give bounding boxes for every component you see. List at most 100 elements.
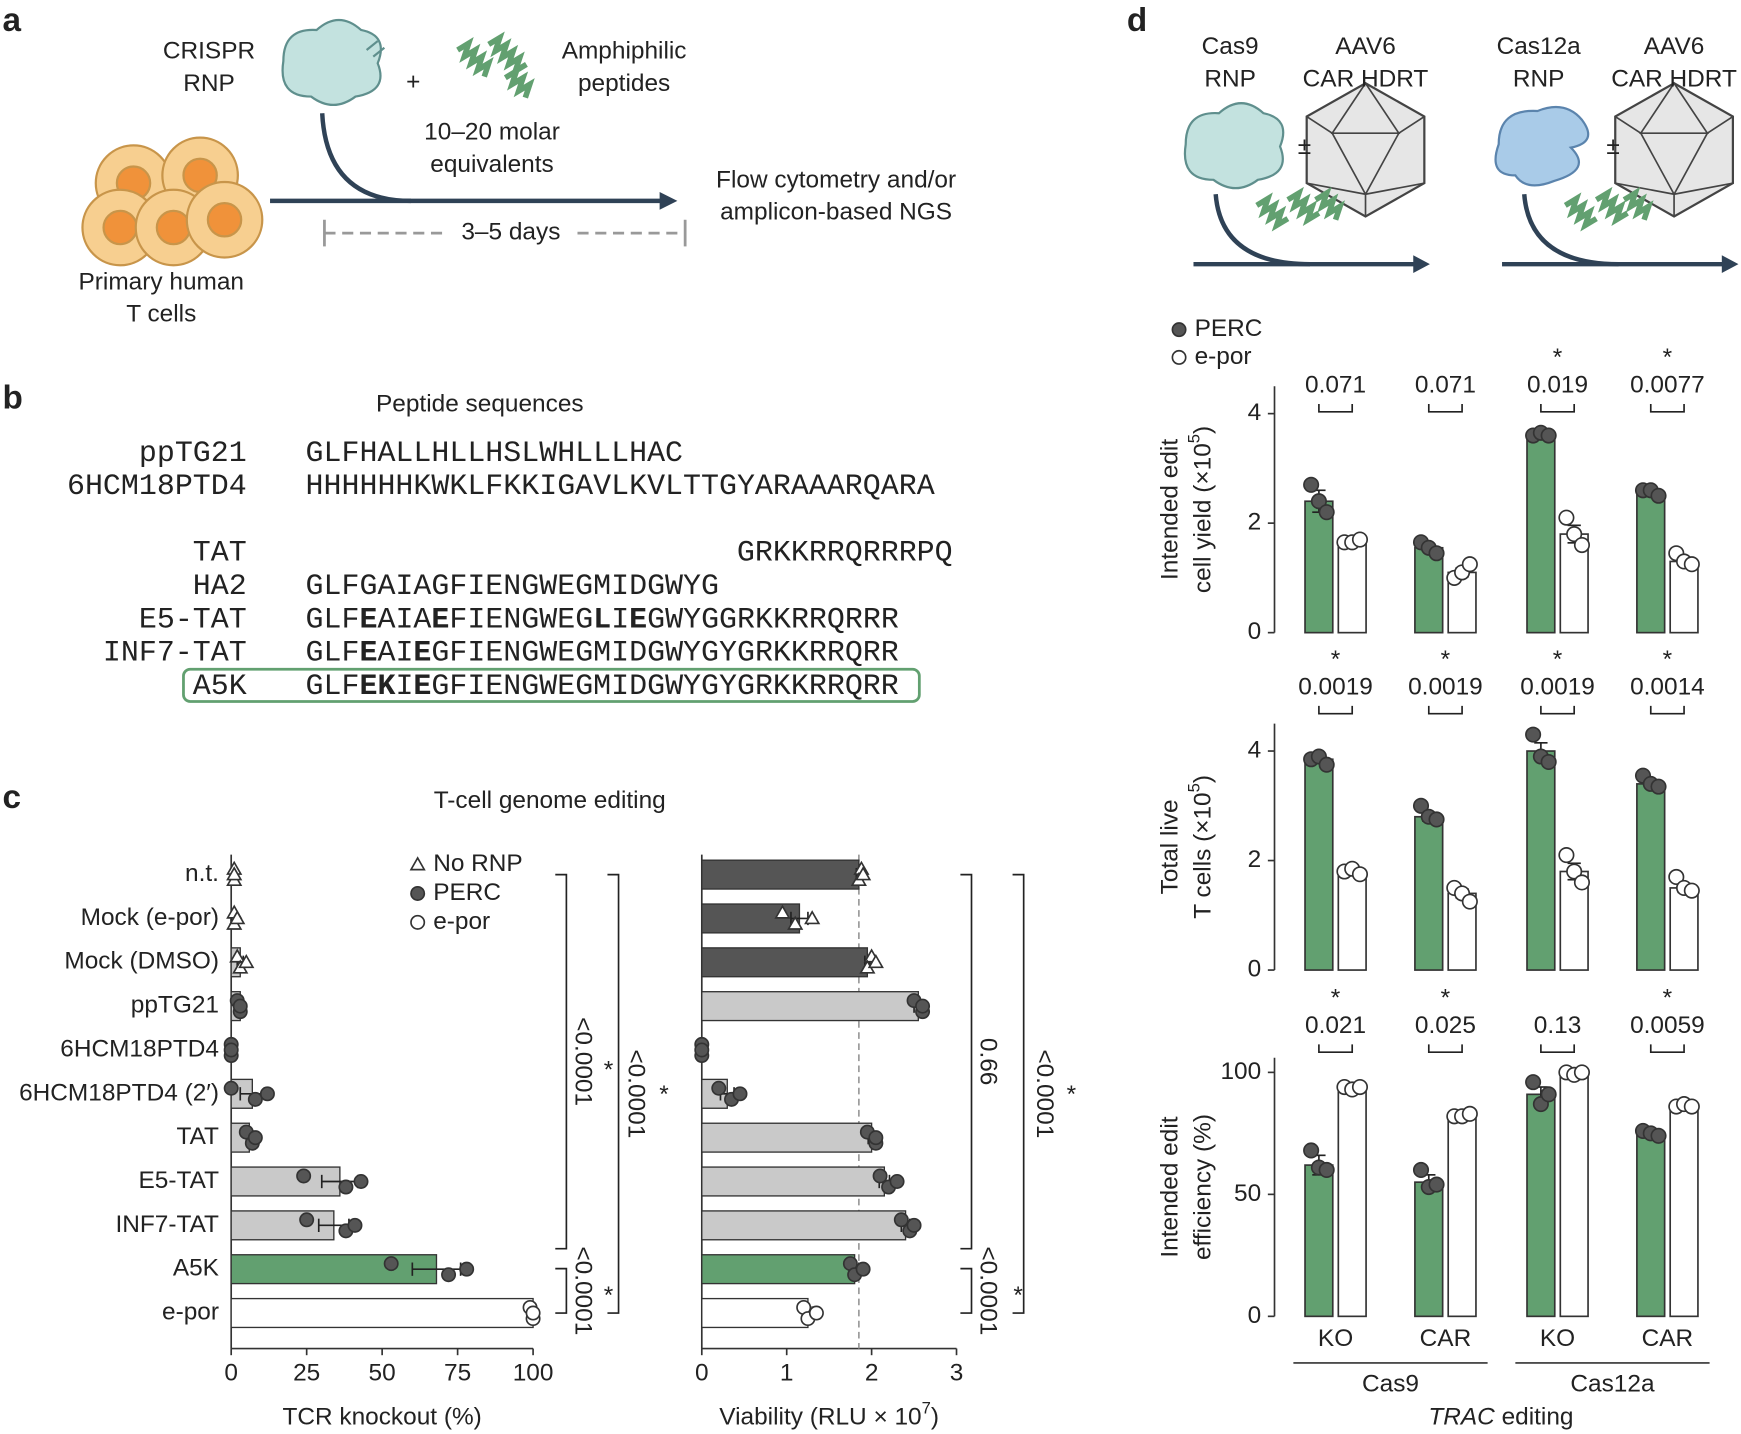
x-axis-label-part: editing <box>1495 1404 1574 1431</box>
data-point <box>1318 504 1335 521</box>
data-point <box>1558 509 1575 526</box>
workflow-arrow <box>270 113 687 247</box>
donor-label: AAV6 <box>1644 33 1705 60</box>
x-axis-label: TCR knockout (%) <box>282 1404 481 1431</box>
category-label: Mock (DMSO) <box>64 948 219 975</box>
significance-bracket <box>1012 873 1025 1314</box>
duration-label: 3–5 days <box>461 219 560 246</box>
bar <box>1304 1164 1334 1318</box>
peptide-sequence: HHHHHHKWKLFKKIGAVLKVLTTGYARAAARQARA <box>306 469 935 503</box>
sequence-segment: GLFGAIAGFIENGWEGMIDGWYG <box>306 569 719 603</box>
bar <box>1526 434 1556 634</box>
y-axis-label-part: ) <box>1190 775 1217 783</box>
bar <box>1526 1093 1556 1318</box>
sequence-segment: GLF <box>306 669 360 703</box>
p-value: 0.019 <box>1527 372 1588 399</box>
data-point <box>259 1086 275 1102</box>
data-point <box>347 1217 363 1233</box>
plus-minus: ± <box>1298 133 1311 160</box>
data-point <box>906 1217 922 1233</box>
highlight-box <box>182 667 921 703</box>
data-point <box>1351 866 1369 883</box>
data-point <box>229 910 246 925</box>
bar <box>1414 815 1444 971</box>
data-point <box>1318 756 1335 773</box>
category-label: E5-TAT <box>139 1167 220 1194</box>
p-value: 0.0019 <box>1298 674 1373 701</box>
equivalents-label: 10–20 molar <box>424 119 560 146</box>
p-value: 0.0019 <box>1408 674 1483 701</box>
rnp-label: RNP <box>1513 65 1565 92</box>
rnp-icon <box>281 18 386 106</box>
data-point <box>247 1130 263 1146</box>
peptide-icon <box>456 31 535 99</box>
peptide-label: Amphiphilic <box>562 38 687 65</box>
y-tick-label: 100 <box>1220 1058 1261 1085</box>
significance-star: * <box>1663 646 1673 673</box>
significance-bracket <box>1427 705 1463 715</box>
readout-label: Flow cytometry and/or <box>716 166 956 193</box>
bar <box>1669 887 1699 971</box>
significance-star: * <box>604 1282 614 1309</box>
data-point <box>868 1130 884 1146</box>
significance-bracket <box>607 873 620 1314</box>
sequence-segment: GFIENGWEGMIDGWYGYGRKKRRQRR <box>431 669 898 703</box>
panel-label: d <box>1127 2 1147 39</box>
sequence-segment: E <box>629 602 647 636</box>
x-axis-label-part: Viability (RLU × 10 <box>719 1404 921 1431</box>
data-point <box>353 1174 369 1189</box>
cells-label: Primary human <box>79 268 244 295</box>
y-axis-label-part: Intended edit <box>1157 439 1184 580</box>
category-label: n.t. <box>185 860 219 887</box>
data-point <box>1683 556 1700 573</box>
section-title: T-cell genome editing <box>434 787 666 814</box>
bar <box>701 947 869 978</box>
y-tick-label: 2 <box>1248 509 1262 536</box>
peptide-name: INF7-TAT <box>103 636 247 670</box>
bar <box>1636 783 1666 971</box>
data-point <box>1310 493 1327 510</box>
data-point <box>1171 322 1187 338</box>
significance-bracket <box>960 873 973 1250</box>
bar <box>701 991 919 1022</box>
peptide-sequence: GRKKRRQRRRPQ <box>737 536 953 570</box>
x-axis-label: Viability (RLU × 107) <box>719 1398 939 1431</box>
data-point <box>1171 349 1187 365</box>
p-value: 0.0059 <box>1630 1012 1705 1039</box>
significance-bracket <box>1649 705 1685 715</box>
data-point <box>1318 1161 1335 1179</box>
data-point <box>1303 1142 1320 1159</box>
sequence-segment: GLFHALLHLLHSLWHLLLHAC <box>306 436 683 470</box>
category-label: ppTG21 <box>131 992 219 1019</box>
bar <box>1414 1181 1444 1318</box>
bar <box>1636 1132 1666 1318</box>
p-value: <0.0001 <box>1031 1049 1058 1138</box>
data-point <box>694 1042 710 1058</box>
bar <box>1337 541 1367 634</box>
peptide-sequence: GLFHALLHLLHSLWHLLLHAC <box>306 436 683 470</box>
p-value: 0.071 <box>1305 372 1366 399</box>
significance-bracket <box>1540 1044 1576 1054</box>
p-value: 0.025 <box>1415 1012 1476 1039</box>
y-tick-label: 0 <box>1248 956 1262 983</box>
data-point <box>338 1179 354 1195</box>
data-point <box>383 1256 399 1272</box>
category-label: INF7-TAT <box>115 1211 219 1238</box>
rnp-label: RNP <box>183 70 235 97</box>
data-point <box>226 866 243 881</box>
significance-star: * <box>1067 1081 1077 1108</box>
p-value: 0.0019 <box>1520 674 1595 701</box>
x-tick-label: 75 <box>444 1360 471 1387</box>
x-axis-label-part: TRAC <box>1428 1404 1495 1431</box>
y-axis-label-part: 5 <box>1184 783 1203 792</box>
data-point <box>525 1305 541 1321</box>
legend-label: PERC <box>433 879 501 906</box>
data-point <box>441 1267 457 1283</box>
sequence-segment: GWYGGRKKRRQRRR <box>647 602 899 636</box>
data-point <box>1573 1064 1590 1081</box>
legend-label: e-por <box>1195 343 1252 370</box>
sequence-segment: HHHHHHKWKLFKKIGAVLKVLTTGYARAAARQARA <box>306 469 935 503</box>
bar <box>1304 758 1334 971</box>
sequence-segment: GFIENGWEGMIDGWYGYGRKKRRQRR <box>431 636 898 670</box>
bar <box>1447 1115 1477 1318</box>
